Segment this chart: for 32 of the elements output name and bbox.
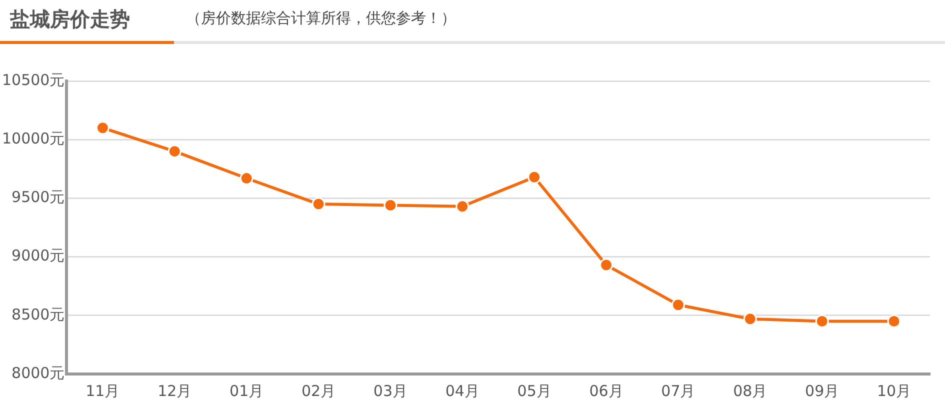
x-tick-label: 09月 [805,382,840,400]
point [312,197,326,211]
y-tick-label: 9500元 [12,188,65,206]
x-tick-label: 11月 [86,382,120,400]
x-tick-label: 02月 [301,382,336,400]
point [240,172,254,186]
point [600,258,614,272]
y-tick-label: 10000元 [2,129,65,148]
x-tick-label: 03月 [373,382,408,400]
point [887,314,901,328]
x-tick-label: 04月 [445,382,480,400]
chart-title: 盐城房价走势 [10,6,130,33]
x-tick-label: 05月 [517,382,552,400]
y-tick-label: 8500元 [12,305,65,324]
x-tick-label: 12月 [158,382,192,400]
point [815,314,829,328]
x-tick-label: 10月 [876,382,912,400]
point [671,298,685,312]
point [456,200,470,214]
point [96,121,110,135]
x-tick-label: 07月 [661,382,696,400]
point [168,144,182,158]
chart-subtitle: （房价数据综合计算所得，供您参考！） [186,9,456,28]
y-tick-label: 8000元 [12,364,65,382]
point [384,198,398,212]
x-tick-label: 01月 [230,382,264,400]
y-tick-label: 10500元 [2,70,65,89]
point [743,312,757,326]
x-tick-label: 06月 [589,382,624,400]
point [528,170,542,184]
y-tick-label: 9000元 [12,246,65,265]
x-tick-label: 08月 [733,382,768,400]
